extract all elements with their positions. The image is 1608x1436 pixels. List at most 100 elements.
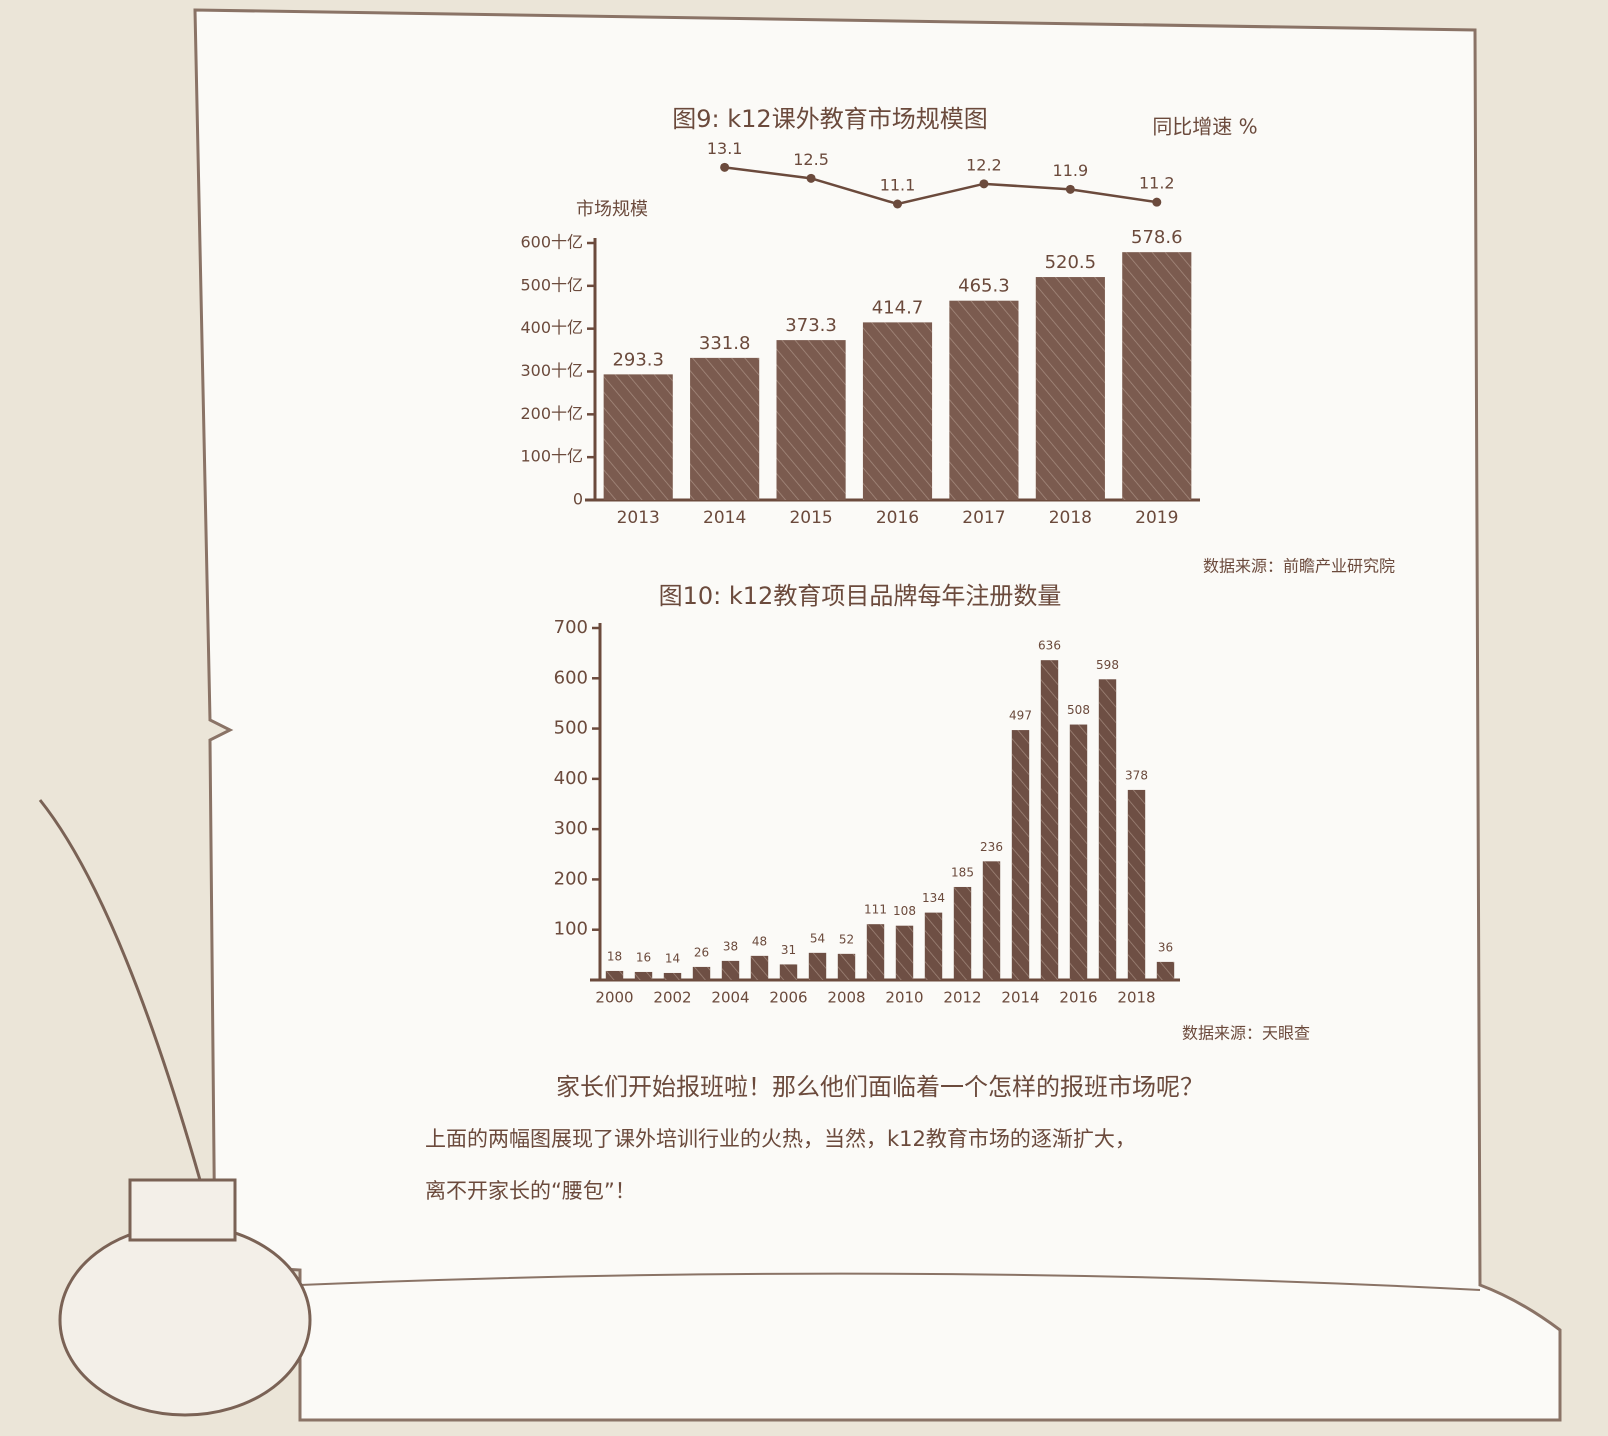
ink-bottle: [58, 1223, 312, 1417]
data-label: 12.5: [793, 150, 829, 169]
bar-hatch: [1156, 961, 1175, 980]
bar-hatch: [634, 971, 653, 980]
data-label: 636: [1038, 639, 1061, 653]
x-tick-label: 2016: [1059, 989, 1097, 1007]
data-label: 38: [723, 939, 738, 953]
line: [724, 166, 1157, 206]
x-tick-label: 2017: [962, 508, 1005, 528]
data-label: 465.3: [958, 276, 1010, 297]
x-tick-label: 2019: [1135, 508, 1178, 528]
line-point: [806, 173, 816, 183]
line-point: [720, 162, 730, 172]
bar-hatch: [690, 357, 760, 500]
data-label: 111: [864, 903, 887, 917]
data-label: 14: [665, 951, 680, 965]
data-label: 18: [607, 949, 622, 963]
data-label: 331.8: [699, 333, 751, 354]
chart-title: 图10: k12教育项目品牌每年注册数量: [659, 582, 1062, 610]
data-label: 16: [636, 950, 651, 964]
bar-hatch: [862, 322, 933, 500]
bar-hatch: [1035, 277, 1105, 500]
x-tick-label: 2002: [653, 989, 691, 1007]
y-tick-label: 600十亿: [520, 233, 583, 252]
y-tick-label: 100: [554, 919, 588, 940]
x-tick-label: 2015: [789, 508, 832, 528]
bar-hatch: [605, 970, 624, 980]
y-tick-label: 500十亿: [520, 275, 583, 294]
scroll-curl: [299, 1272, 1481, 1291]
bar-hatch: [750, 955, 769, 980]
ink-bottle-neck: [128, 1178, 237, 1242]
bar-hatch: [837, 953, 856, 980]
bar-hatch: [1098, 679, 1117, 980]
y-tick-label: 200十亿: [520, 404, 583, 423]
data-label: 54: [810, 931, 825, 945]
y-tick-label: 400十亿: [520, 318, 583, 337]
x-tick-label: 2018: [1049, 508, 1092, 528]
data-label: 12.2: [966, 155, 1002, 174]
y-tick-label: 0: [573, 490, 583, 509]
bar-hatch: [1122, 252, 1192, 500]
chart-title: 图9: k12课外教育市场规模图: [672, 105, 987, 133]
paper-scroll: [193, 8, 1562, 1422]
data-label: 378: [1125, 768, 1148, 782]
x-tick-label: 2014: [703, 508, 746, 528]
x-tick-label: 2013: [617, 508, 660, 528]
data-label: 598: [1096, 658, 1119, 672]
y-tick-label: 300十亿: [520, 361, 583, 380]
bar-hatch: [924, 912, 943, 980]
data-label: 13.1: [707, 139, 743, 158]
y-tick-label: 300: [554, 818, 588, 839]
y-axis-label: 市场规模: [576, 199, 648, 220]
y-tick-label: 100十亿: [520, 447, 583, 466]
bar-hatch: [1011, 730, 1030, 980]
y-tick-label: 500: [554, 718, 588, 739]
data-label: 11.9: [1053, 161, 1089, 180]
data-label: 36: [1158, 940, 1173, 954]
bar-hatch: [1069, 724, 1088, 980]
feather: [38, 799, 202, 1181]
x-tick-label: 2014: [1001, 989, 1039, 1007]
data-label: 508: [1067, 703, 1090, 717]
y-tick-label: 200: [554, 868, 588, 889]
y-tick-label: 700: [554, 617, 588, 638]
x-tick-label: 2012: [943, 989, 981, 1007]
data-label: 414.7: [872, 297, 924, 318]
x-tick-label: 2000: [595, 989, 633, 1007]
data-label: 520.5: [1045, 252, 1097, 273]
data-label: 134: [922, 891, 945, 905]
source: 数据来源：天眼查: [1182, 1024, 1310, 1043]
y-tick-label: 400: [554, 768, 588, 789]
bar-hatch: [776, 340, 846, 500]
data-label: 31: [781, 943, 796, 957]
bar-hatch: [779, 964, 798, 980]
bar-hatch: [603, 374, 673, 500]
bar-hatch: [1040, 660, 1059, 980]
x-tick-label: 2010: [885, 989, 923, 1007]
line-point: [893, 199, 902, 209]
bar-hatch: [949, 300, 1019, 500]
data-label: 236: [980, 840, 1003, 854]
heading: 家长们开始报班啦！那么他们面临着一个怎样的报班市场呢？: [556, 1073, 1204, 1101]
data-label: 11.1: [880, 176, 916, 195]
data-label: 52: [839, 932, 854, 946]
bar-hatch: [982, 861, 1001, 980]
line-point: [1065, 184, 1075, 194]
body-text: 离不开家长的“腰包”！: [425, 1179, 636, 1203]
bar-hatch: [808, 952, 827, 980]
line-point: [1152, 197, 1162, 207]
data-label: 26: [694, 945, 709, 959]
x-tick-label: 2006: [769, 989, 807, 1007]
x-tick-label: 2004: [711, 989, 749, 1007]
x-tick-label: 2008: [827, 989, 865, 1007]
data-label: 108: [893, 904, 916, 918]
bar-hatch: [866, 924, 885, 980]
body-text: 上面的两幅图展现了课外培训行业的火热，当然，k12教育市场的逐渐扩大，: [425, 1127, 1136, 1151]
data-label: 185: [951, 865, 974, 879]
bar-hatch: [1127, 789, 1146, 980]
y-tick-label: 600: [554, 667, 588, 688]
data-label: 578.6: [1131, 227, 1183, 248]
bar-hatch: [692, 966, 711, 980]
